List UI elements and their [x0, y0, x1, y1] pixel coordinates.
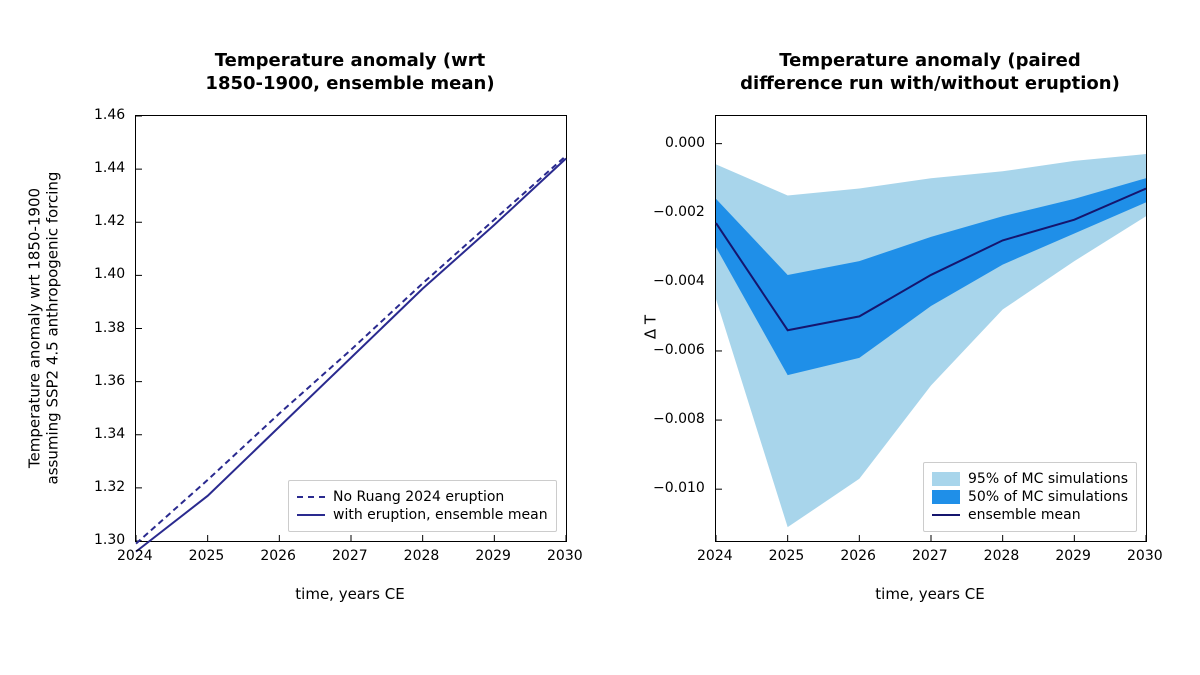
legend-item: with eruption, ensemble mean	[297, 507, 548, 523]
legend-swatch-icon	[932, 514, 960, 516]
tick-label: 2029	[475, 548, 511, 564]
tick-label: 2024	[697, 548, 733, 564]
tick-label: 2026	[840, 548, 876, 564]
tick-label: 2026	[260, 548, 296, 564]
legend-label: 95% of MC simulations	[968, 471, 1128, 487]
legend-item: ensemble mean	[932, 507, 1128, 523]
tick-label: −0.006	[653, 342, 705, 358]
tick-label: 2028	[984, 548, 1020, 564]
tick-label: 1.42	[94, 213, 125, 229]
legend-label: 50% of MC simulations	[968, 489, 1128, 505]
left-chart-svg	[136, 116, 566, 541]
tick-label: 1.32	[94, 479, 125, 495]
legend-item: 50% of MC simulations	[932, 489, 1128, 505]
tick-label: 1.44	[94, 160, 125, 176]
tick-label: −0.008	[653, 411, 705, 427]
tick-label: 2029	[1055, 548, 1091, 564]
legend-label: No Ruang 2024 eruption	[333, 489, 504, 505]
tick-label: 2027	[332, 548, 368, 564]
tick-label: 2025	[769, 548, 805, 564]
tick-label: −0.004	[653, 273, 705, 289]
tick-label: 2030	[547, 548, 583, 564]
tick-label: 2030	[1127, 548, 1163, 564]
tick-label: 0.000	[665, 135, 705, 151]
legend-swatch-icon	[932, 472, 960, 486]
tick-label: 1.46	[94, 107, 125, 123]
legend-item: 95% of MC simulations	[932, 471, 1128, 487]
left-title: Temperature anomaly (wrt 1850-1900, ense…	[135, 50, 565, 95]
tick-label: 2025	[189, 548, 225, 564]
legend-item: No Ruang 2024 eruption	[297, 489, 548, 505]
tick-label: 1.30	[94, 532, 125, 548]
right-title: Temperature anomaly (paired difference r…	[715, 50, 1145, 95]
tick-label: −0.002	[653, 204, 705, 220]
tick-label: 2028	[404, 548, 440, 564]
left-legend: No Ruang 2024 eruption with eruption, ens…	[288, 480, 557, 532]
tick-label: −0.010	[653, 480, 705, 496]
right-legend: 95% of MC simulations 50% of MC simulatio…	[923, 462, 1137, 532]
tick-label: 2027	[912, 548, 948, 564]
right-xlabel: time, years CE	[715, 585, 1145, 603]
legend-swatch-icon	[932, 490, 960, 504]
legend-label: with eruption, ensemble mean	[333, 507, 548, 523]
tick-label: 1.34	[94, 426, 125, 442]
right-ylabel: Δ T	[641, 114, 659, 539]
legend-line-icon	[297, 514, 325, 516]
figure: Temperature anomaly (wrt 1850-1900, ense…	[0, 0, 1200, 675]
tick-label: 2024	[117, 548, 153, 564]
left-ylabel: Temperature anomaly wrt 1850-1900 assumi…	[25, 115, 61, 540]
legend-line-icon	[297, 496, 325, 498]
tick-label: 1.40	[94, 266, 125, 282]
left-xlabel: time, years CE	[135, 585, 565, 603]
tick-label: 1.36	[94, 373, 125, 389]
tick-label: 1.38	[94, 320, 125, 336]
legend-label: ensemble mean	[968, 507, 1081, 523]
left-plot-area	[135, 115, 567, 542]
